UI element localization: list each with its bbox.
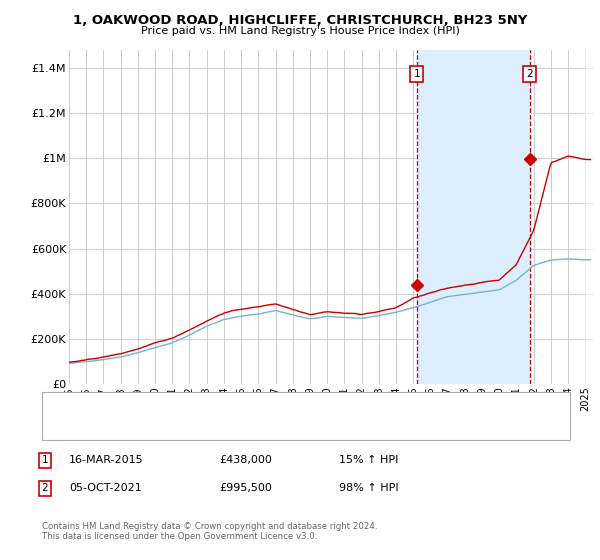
Text: 98% ↑ HPI: 98% ↑ HPI (339, 483, 398, 493)
Text: 05-OCT-2021: 05-OCT-2021 (69, 483, 142, 493)
Text: 1, OAKWOOD ROAD, HIGHCLIFFE, CHRISTCHURCH, BH23 5NY (detached house): 1, OAKWOOD ROAD, HIGHCLIFFE, CHRISTCHURC… (93, 400, 481, 410)
Text: 2: 2 (41, 483, 49, 493)
Text: 1, OAKWOOD ROAD, HIGHCLIFFE, CHRISTCHURCH, BH23 5NY: 1, OAKWOOD ROAD, HIGHCLIFFE, CHRISTCHURC… (73, 14, 527, 27)
Text: ─────: ───── (54, 400, 88, 410)
Text: £438,000: £438,000 (219, 455, 272, 465)
Text: 1: 1 (41, 455, 49, 465)
Text: Contains HM Land Registry data © Crown copyright and database right 2024.
This d: Contains HM Land Registry data © Crown c… (42, 522, 377, 542)
Text: 16-MAR-2015: 16-MAR-2015 (69, 455, 143, 465)
Text: 1: 1 (413, 69, 420, 79)
Text: 2: 2 (526, 69, 533, 79)
Bar (417, 50, 530, 384)
Text: ─────: ───── (54, 421, 88, 431)
Text: Price paid vs. HM Land Registry's House Price Index (HPI): Price paid vs. HM Land Registry's House … (140, 26, 460, 36)
Text: 15% ↑ HPI: 15% ↑ HPI (339, 455, 398, 465)
Bar (586, 50, 594, 384)
Text: HPI: Average price, detached house, Bournemouth Christchurch and Poole: HPI: Average price, detached house, Bour… (93, 421, 457, 431)
Text: £995,500: £995,500 (219, 483, 272, 493)
